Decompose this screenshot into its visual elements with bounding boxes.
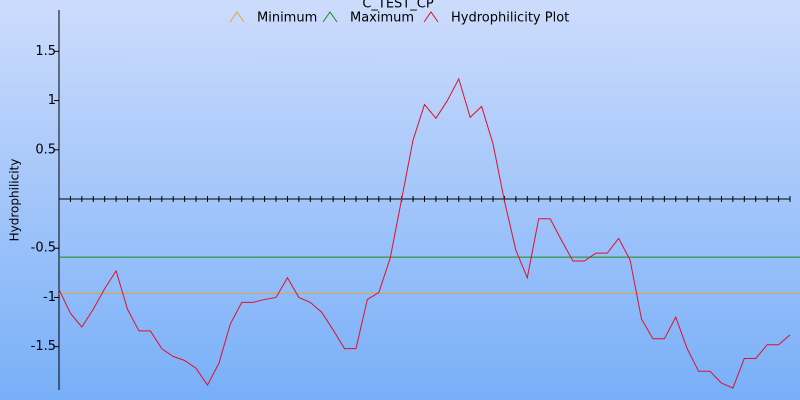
legend-label: Hydrophilicity Plot <box>451 11 569 26</box>
data-line <box>58 77 791 389</box>
y-axis-label: Hydrophilicity <box>8 159 22 242</box>
chart-title: C_TEST_CP <box>362 0 434 12</box>
y-tick-label: -1 <box>43 290 56 305</box>
y-tick-label: 0.5 <box>35 142 56 157</box>
y-tick-label: 1.5 <box>35 44 56 59</box>
legend-icon <box>229 11 245 23</box>
legend-icon <box>423 11 439 23</box>
y-tick-label: -0.5 <box>31 241 56 256</box>
y-tick-label: 1 <box>48 93 56 108</box>
legend-label: Minimum <box>257 11 317 26</box>
legend-label: Maximum <box>350 11 414 26</box>
legend-icon <box>322 11 338 23</box>
y-tick-label: -1.5 <box>31 339 56 354</box>
